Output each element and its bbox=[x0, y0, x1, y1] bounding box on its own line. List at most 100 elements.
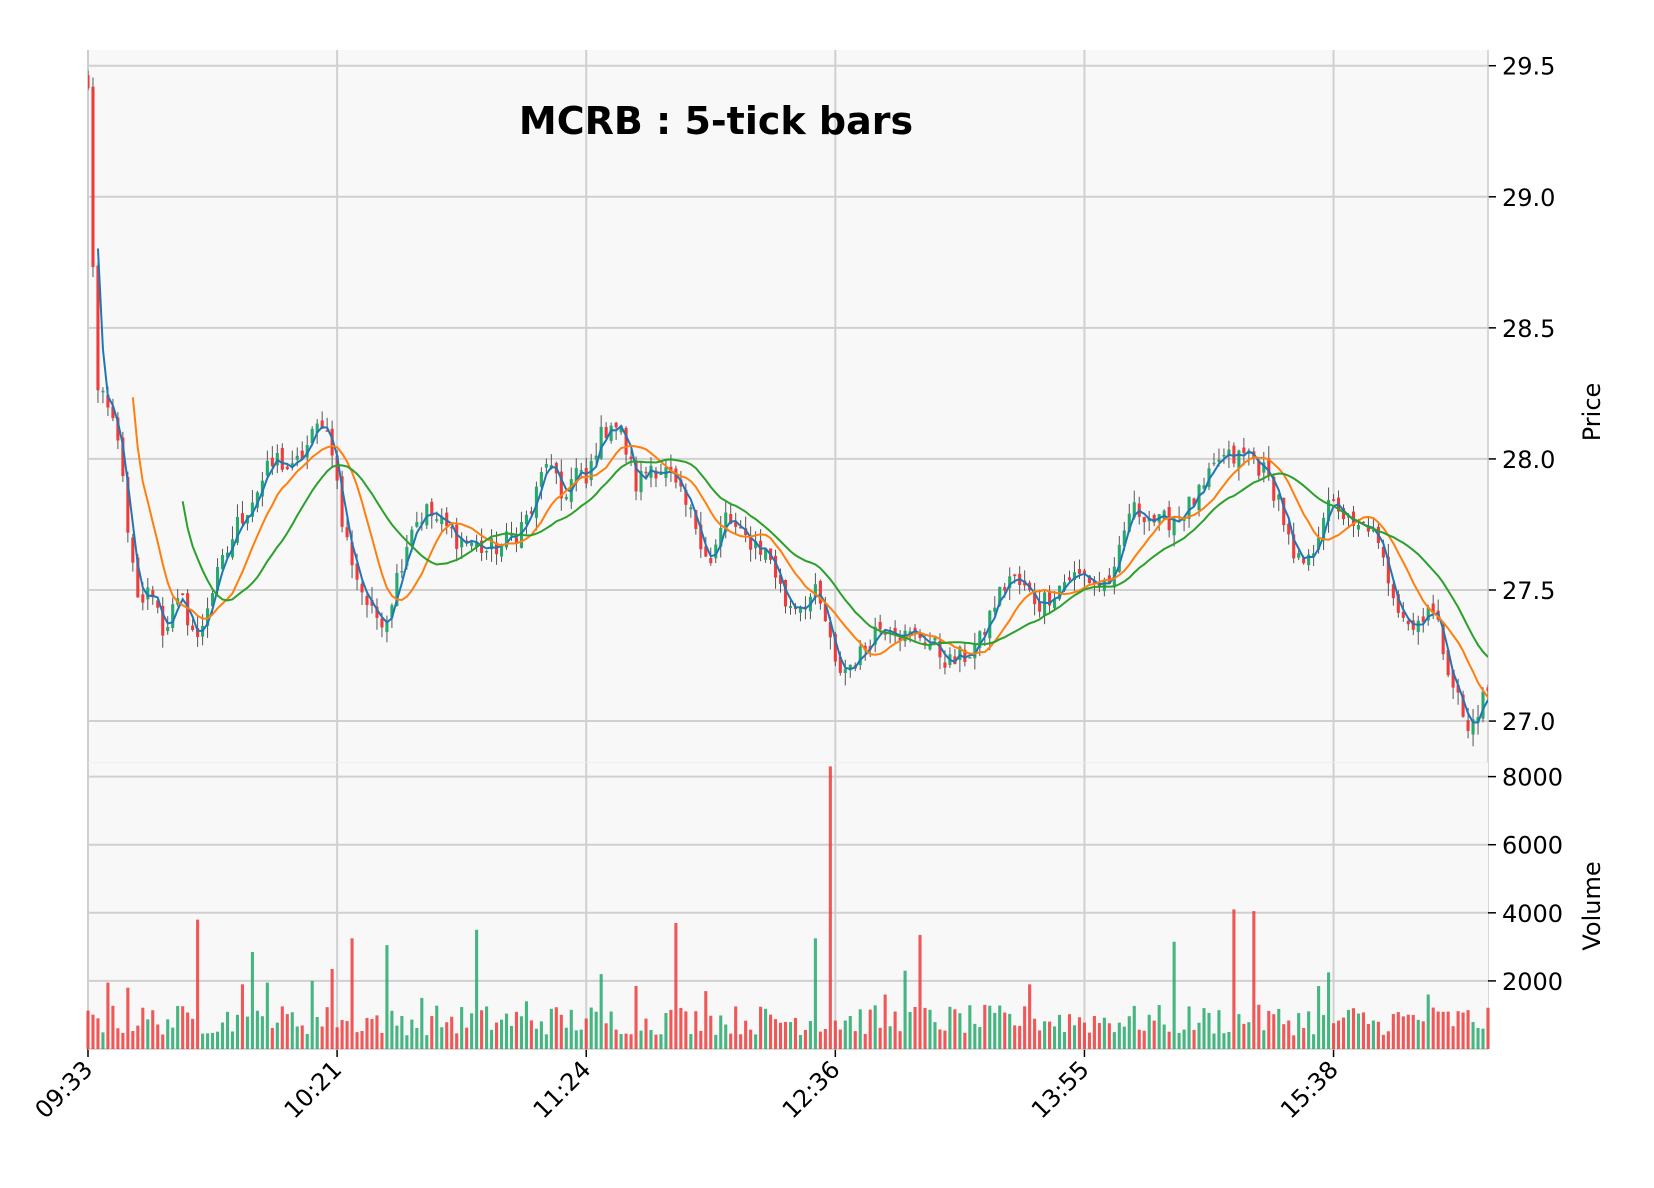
volume-bar bbox=[370, 1019, 374, 1049]
candle-body bbox=[499, 544, 504, 557]
volume-bar bbox=[1177, 1032, 1181, 1049]
candle-body bbox=[843, 669, 847, 674]
candle-body bbox=[300, 450, 304, 460]
candle-body bbox=[749, 535, 753, 550]
price-tick-label: 28.0 bbox=[1502, 446, 1555, 474]
candle-body bbox=[375, 606, 379, 618]
volume-tick-label: 4000 bbox=[1502, 900, 1563, 928]
candle-body bbox=[96, 265, 100, 391]
price-axis-label: Price bbox=[1578, 383, 1606, 442]
volume-bar bbox=[430, 1016, 434, 1049]
candle-body bbox=[1038, 601, 1042, 612]
volume-bar bbox=[1122, 1026, 1126, 1049]
volume-bar bbox=[400, 1016, 404, 1049]
volume-plot-area bbox=[88, 763, 1488, 1049]
volume-bar bbox=[1057, 1014, 1062, 1049]
volume-bar bbox=[783, 1021, 788, 1049]
volume-bar bbox=[569, 1009, 573, 1049]
volume-bar bbox=[699, 1030, 703, 1049]
volume-bar bbox=[749, 1029, 753, 1049]
volume-bar bbox=[509, 1025, 514, 1049]
candle-body bbox=[1307, 554, 1311, 566]
candle-body bbox=[295, 455, 299, 460]
x-tick-label: 13:55 bbox=[1026, 1055, 1095, 1124]
candle-body bbox=[1043, 592, 1047, 616]
volume-bar bbox=[539, 1021, 543, 1049]
volume-bar bbox=[1292, 1035, 1296, 1049]
volume-bar bbox=[300, 1025, 304, 1049]
volume-bar bbox=[823, 1028, 827, 1049]
volume-bar bbox=[669, 1009, 673, 1049]
candle-body bbox=[689, 507, 693, 510]
volume-bar bbox=[798, 1034, 802, 1049]
volume-bar bbox=[250, 951, 254, 1049]
candle-body bbox=[450, 527, 454, 529]
volume-bar bbox=[365, 1017, 369, 1049]
candle-body bbox=[764, 549, 768, 560]
candle-body bbox=[1262, 462, 1266, 473]
candle-body bbox=[460, 538, 464, 548]
volume-bar bbox=[425, 1035, 429, 1049]
volume-bar bbox=[793, 1017, 798, 1049]
volume-bar bbox=[206, 1033, 210, 1049]
volume-bar bbox=[519, 1016, 523, 1049]
volume-bar bbox=[928, 1009, 932, 1049]
candles bbox=[88, 70, 1488, 747]
candle-body bbox=[943, 662, 947, 668]
volume-bar bbox=[1152, 1020, 1156, 1049]
volume-bar bbox=[778, 1022, 783, 1049]
volume-bar bbox=[360, 1030, 364, 1049]
candle-body bbox=[1322, 517, 1326, 541]
candle-body bbox=[1426, 607, 1430, 621]
price-tick-label: 28.5 bbox=[1502, 315, 1555, 343]
volume-bar bbox=[1481, 1028, 1485, 1049]
volume-bar bbox=[255, 1010, 259, 1049]
volume-bar bbox=[116, 1028, 120, 1049]
candle-body bbox=[1292, 534, 1296, 559]
volume-bar bbox=[280, 1006, 284, 1049]
candle-body bbox=[191, 625, 195, 631]
volume-bar bbox=[853, 1031, 857, 1049]
volume-bar bbox=[514, 1011, 519, 1049]
volume-bar bbox=[858, 1009, 862, 1049]
candle-body bbox=[255, 492, 259, 508]
volume-bar bbox=[1087, 1032, 1091, 1049]
candle-body bbox=[654, 470, 658, 479]
x-tick-label: 10:21 bbox=[279, 1055, 348, 1124]
candle-body bbox=[714, 544, 718, 559]
volume-bar bbox=[923, 1007, 927, 1049]
volume-bar bbox=[1038, 1030, 1042, 1049]
candle-body bbox=[629, 456, 633, 460]
volume-bar bbox=[1092, 1015, 1096, 1049]
candle-body bbox=[146, 587, 150, 600]
candle-body bbox=[544, 464, 548, 468]
candle-body bbox=[1062, 582, 1067, 591]
volume-bar bbox=[1117, 1022, 1121, 1049]
volume-bar bbox=[136, 1025, 140, 1049]
volume-bar bbox=[1446, 1011, 1450, 1049]
volume-bar bbox=[470, 1013, 474, 1049]
volume-bar bbox=[1332, 1023, 1336, 1049]
volume-bar bbox=[225, 1011, 230, 1049]
candle-body bbox=[1341, 508, 1346, 520]
volume-bar bbox=[1187, 1006, 1191, 1049]
volume-bar bbox=[888, 1026, 892, 1049]
volume-bar bbox=[410, 1019, 414, 1049]
candle-body bbox=[1406, 620, 1410, 625]
volume-bar bbox=[260, 1016, 264, 1049]
volume-bar bbox=[544, 1034, 548, 1049]
volume-bar bbox=[340, 1020, 344, 1049]
volume-bar bbox=[440, 1027, 444, 1049]
price-plot-area bbox=[88, 50, 1488, 763]
volume-bar bbox=[1182, 1029, 1186, 1049]
volume-bar bbox=[1247, 1022, 1251, 1049]
candle-body bbox=[1222, 454, 1226, 457]
volume-bar bbox=[579, 1029, 583, 1049]
volume-bar bbox=[1351, 1008, 1356, 1049]
volume-bar bbox=[739, 1034, 743, 1049]
volume-tick-label: 8000 bbox=[1502, 764, 1563, 792]
candle-body bbox=[1227, 449, 1231, 456]
volume-bar bbox=[186, 1012, 190, 1049]
candle-body bbox=[290, 463, 294, 467]
candle-body bbox=[958, 646, 962, 660]
